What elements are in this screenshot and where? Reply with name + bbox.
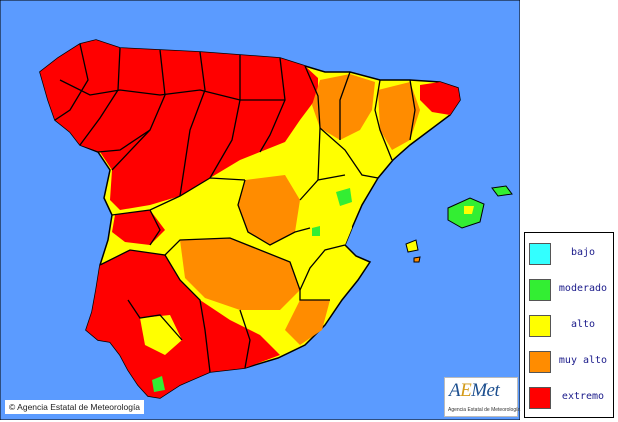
ibiza <box>405 239 419 253</box>
legend-label-muy-alto: muy alto <box>558 355 608 366</box>
logo-letter-e: E <box>460 380 472 401</box>
legend-swatch-extremo <box>529 387 551 409</box>
legend-label-alto: alto <box>570 319 596 330</box>
zone-muy-alto-ebro <box>312 74 375 140</box>
legend-item-extremo: extremo <box>529 387 611 411</box>
formentera <box>413 256 421 263</box>
legend-item-bajo: bajo <box>529 243 611 267</box>
legend-swatch-bajo <box>529 243 551 265</box>
map-canvas <box>0 0 520 420</box>
zone-muy-alto-southeast <box>285 300 330 345</box>
zone-moderado-cadiz <box>152 376 165 392</box>
zone-extremo-extremadura <box>112 210 165 245</box>
zone-alto-andalusia <box>140 315 182 355</box>
logo-subtitle: Agencia Estatal de Meteorología <box>448 407 521 413</box>
legend-swatch-alto <box>529 315 551 337</box>
aemet-logo: AEMet Agencia Estatal de Meteorología <box>444 377 521 417</box>
copyright-notice: © Agencia Estatal de Meteorología <box>5 400 145 414</box>
balearic-islands <box>405 185 513 263</box>
province-borders <box>54 43 416 373</box>
legend-item-moderado: moderado <box>529 279 611 303</box>
legend-label-extremo: extremo <box>561 391 605 402</box>
fire-risk-map <box>0 0 520 420</box>
logo-letter-a: A <box>449 380 461 401</box>
menorca <box>491 185 513 197</box>
zone-extremo-northeast <box>420 82 460 115</box>
zone-extremo-north <box>40 40 318 210</box>
zone-moderado-cuenca <box>312 226 320 236</box>
copyright-text: Agencia Estatal de Meteorología <box>17 402 141 412</box>
zone-muy-alto-catalonia <box>378 82 420 150</box>
legend-item-alto: alto <box>529 315 611 339</box>
zone-muy-alto-southcenter <box>180 238 300 310</box>
legend-label-moderado: moderado <box>558 283 608 294</box>
copyright-symbol: © <box>9 402 16 412</box>
zone-moderado-teruel <box>336 188 352 206</box>
zone-muy-alto-center <box>238 175 300 245</box>
legend-item-muy-alto: muy alto <box>529 351 611 375</box>
risk-legend: bajo moderado alto muy alto extremo <box>524 232 614 418</box>
legend-label-bajo: bajo <box>570 247 596 258</box>
aemet-logo-word: AEMet <box>449 380 500 402</box>
mallorca-risk-spot <box>464 206 474 214</box>
legend-swatch-moderado <box>529 279 551 301</box>
legend-swatch-muy-alto <box>529 351 551 373</box>
zone-extremo-southwest <box>86 250 280 398</box>
logo-letters-met: Met <box>471 380 500 401</box>
